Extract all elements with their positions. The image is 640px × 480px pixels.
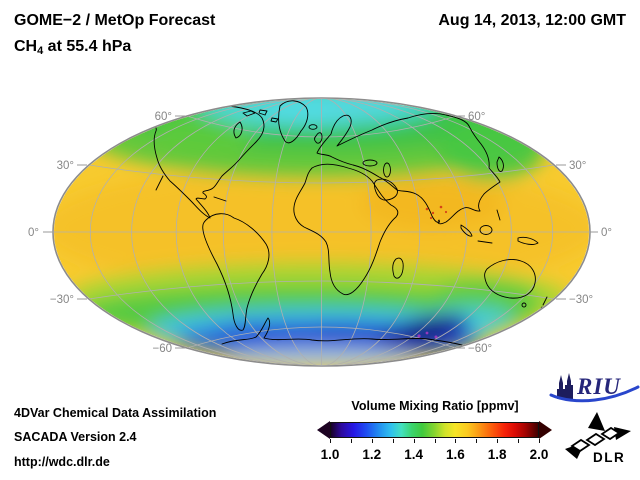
coastlines (150, 100, 548, 346)
riu-logo-text: RIU (576, 374, 621, 399)
credit-line-1: 4DVar Chemical Data Assimilation (14, 406, 217, 420)
colorbar-tick-labels: 1.0 1.2 1.4 1.6 1.8 2.0 (0, 447, 640, 463)
colorbar-tick-label: 1.8 (487, 447, 507, 462)
colorbar-right-arrow (539, 421, 552, 439)
lat-label: 30° (569, 160, 586, 172)
species-subscript: 4 (37, 45, 44, 57)
lat-label: −30° (569, 294, 593, 306)
lat-label: −60 (152, 343, 172, 355)
riu-logo: RIU (549, 373, 640, 403)
high-value-speckles (425, 205, 448, 220)
page-title: GOME−2 / MetOp Forecast (14, 12, 216, 29)
dlr-logo: DLR (565, 412, 631, 465)
parallel-ticks (43, 115, 598, 349)
colorbar-left-arrow (317, 421, 330, 439)
colorbar-tick-label: 1.2 (362, 447, 382, 462)
lat-label: 0° (28, 227, 39, 239)
colorbar (317, 421, 552, 439)
colorbar-tick-label: 1.4 (404, 447, 423, 462)
colorbar-tick-label: 1.0 (320, 447, 340, 462)
riu-cathedral-icon (557, 373, 573, 399)
datetime-label: Aug 14, 2013, 12:00 GMT (438, 12, 626, 29)
lat-label: 0° (601, 227, 612, 239)
page-subtitle: CH4 at 55.4 hPa (14, 38, 131, 57)
dlr-logo-text: DLR (593, 450, 625, 465)
credit-line-2: SACADA Version 2.4 (14, 430, 137, 445)
lat-label: 60° (155, 111, 172, 123)
credit-line-3: http://wdc.dlr.de (14, 454, 110, 469)
colorbar-gradient (330, 422, 539, 438)
vortex-speckles (417, 331, 438, 339)
lat-label: −30° (50, 294, 74, 306)
colorbar-title: Volume Mixing Ratio [ppmv] (351, 399, 519, 413)
riu-swoosh (549, 385, 640, 403)
pressure-level-label: at 55.4 hPa (43, 38, 132, 55)
lat-label: 30° (57, 160, 74, 172)
colorbar-ticks (330, 439, 540, 444)
credits: 4DVar Chemical Data Assimilation SACADA … (14, 401, 216, 474)
lat-label: 60° (468, 111, 485, 123)
species-label: CH (14, 38, 38, 55)
dlr-emblem (565, 412, 631, 459)
lat-label: −60° (468, 343, 492, 355)
latitude-labels: 60° 30° 0° −30° −60 60° 30° 0° −30° −60° (28, 111, 612, 355)
colorbar-tick-label: 2.0 (529, 447, 549, 462)
colorbar-tick-label: 1.6 (446, 447, 465, 462)
